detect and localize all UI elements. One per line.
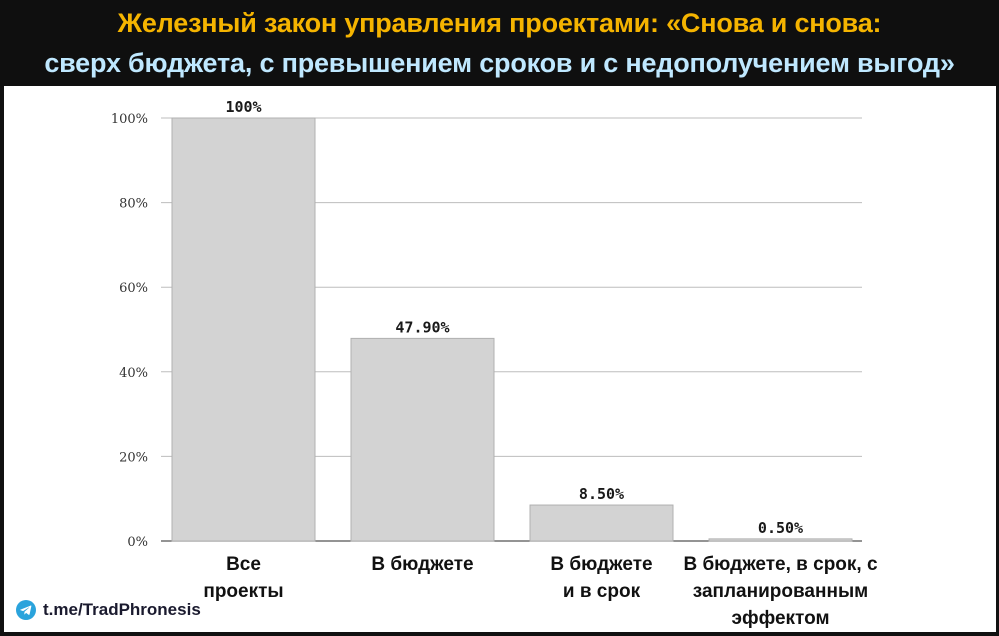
bar [350,337,495,542]
telegram-icon [16,600,36,620]
y-tick-label: 0% [127,535,148,550]
title-line-2: сверх бюджета, с превышением сроков и с … [44,48,955,78]
bar-value-label: 0.50% [758,519,803,537]
bar-value-label: 8.50% [579,485,624,503]
y-tick-label: 80% [119,197,148,212]
bar [529,504,674,542]
category-label: В бюджете [371,554,473,575]
y-tick-label: 60% [119,281,148,296]
y-tick-label: 40% [119,366,148,381]
bar-value-label: 47.90% [395,318,449,336]
category-labels: Все проекты В бюджете В бюджете и в срок В бю… [203,554,878,629]
bars [171,117,853,542]
bar [708,538,853,542]
y-tick-label: 20% [119,450,148,465]
category-label: В бюджете и в срок [550,554,652,602]
y-tick-label: 100% [111,112,148,127]
channel-link-text: t.me/TradPhronesis [43,600,201,619]
title-banner: Железный закон управления проектами: «Сн… [0,0,999,86]
category-label: В бюджете, в срок, с запланированным эффек… [683,554,878,629]
category-label: Все проекты [203,554,283,602]
title-line-1: Железный закон управления проектами: «Сн… [117,8,882,38]
data-labels: 100% 47.90% 8.50% 0.50% [225,98,803,537]
bar-value-label: 100% [225,98,261,116]
y-axis-tick-labels: 0% 20% 40% 60% 80% 100% [111,112,148,550]
channel-link[interactable]: t.me/TradPhronesis [16,600,201,620]
bar [171,117,316,542]
